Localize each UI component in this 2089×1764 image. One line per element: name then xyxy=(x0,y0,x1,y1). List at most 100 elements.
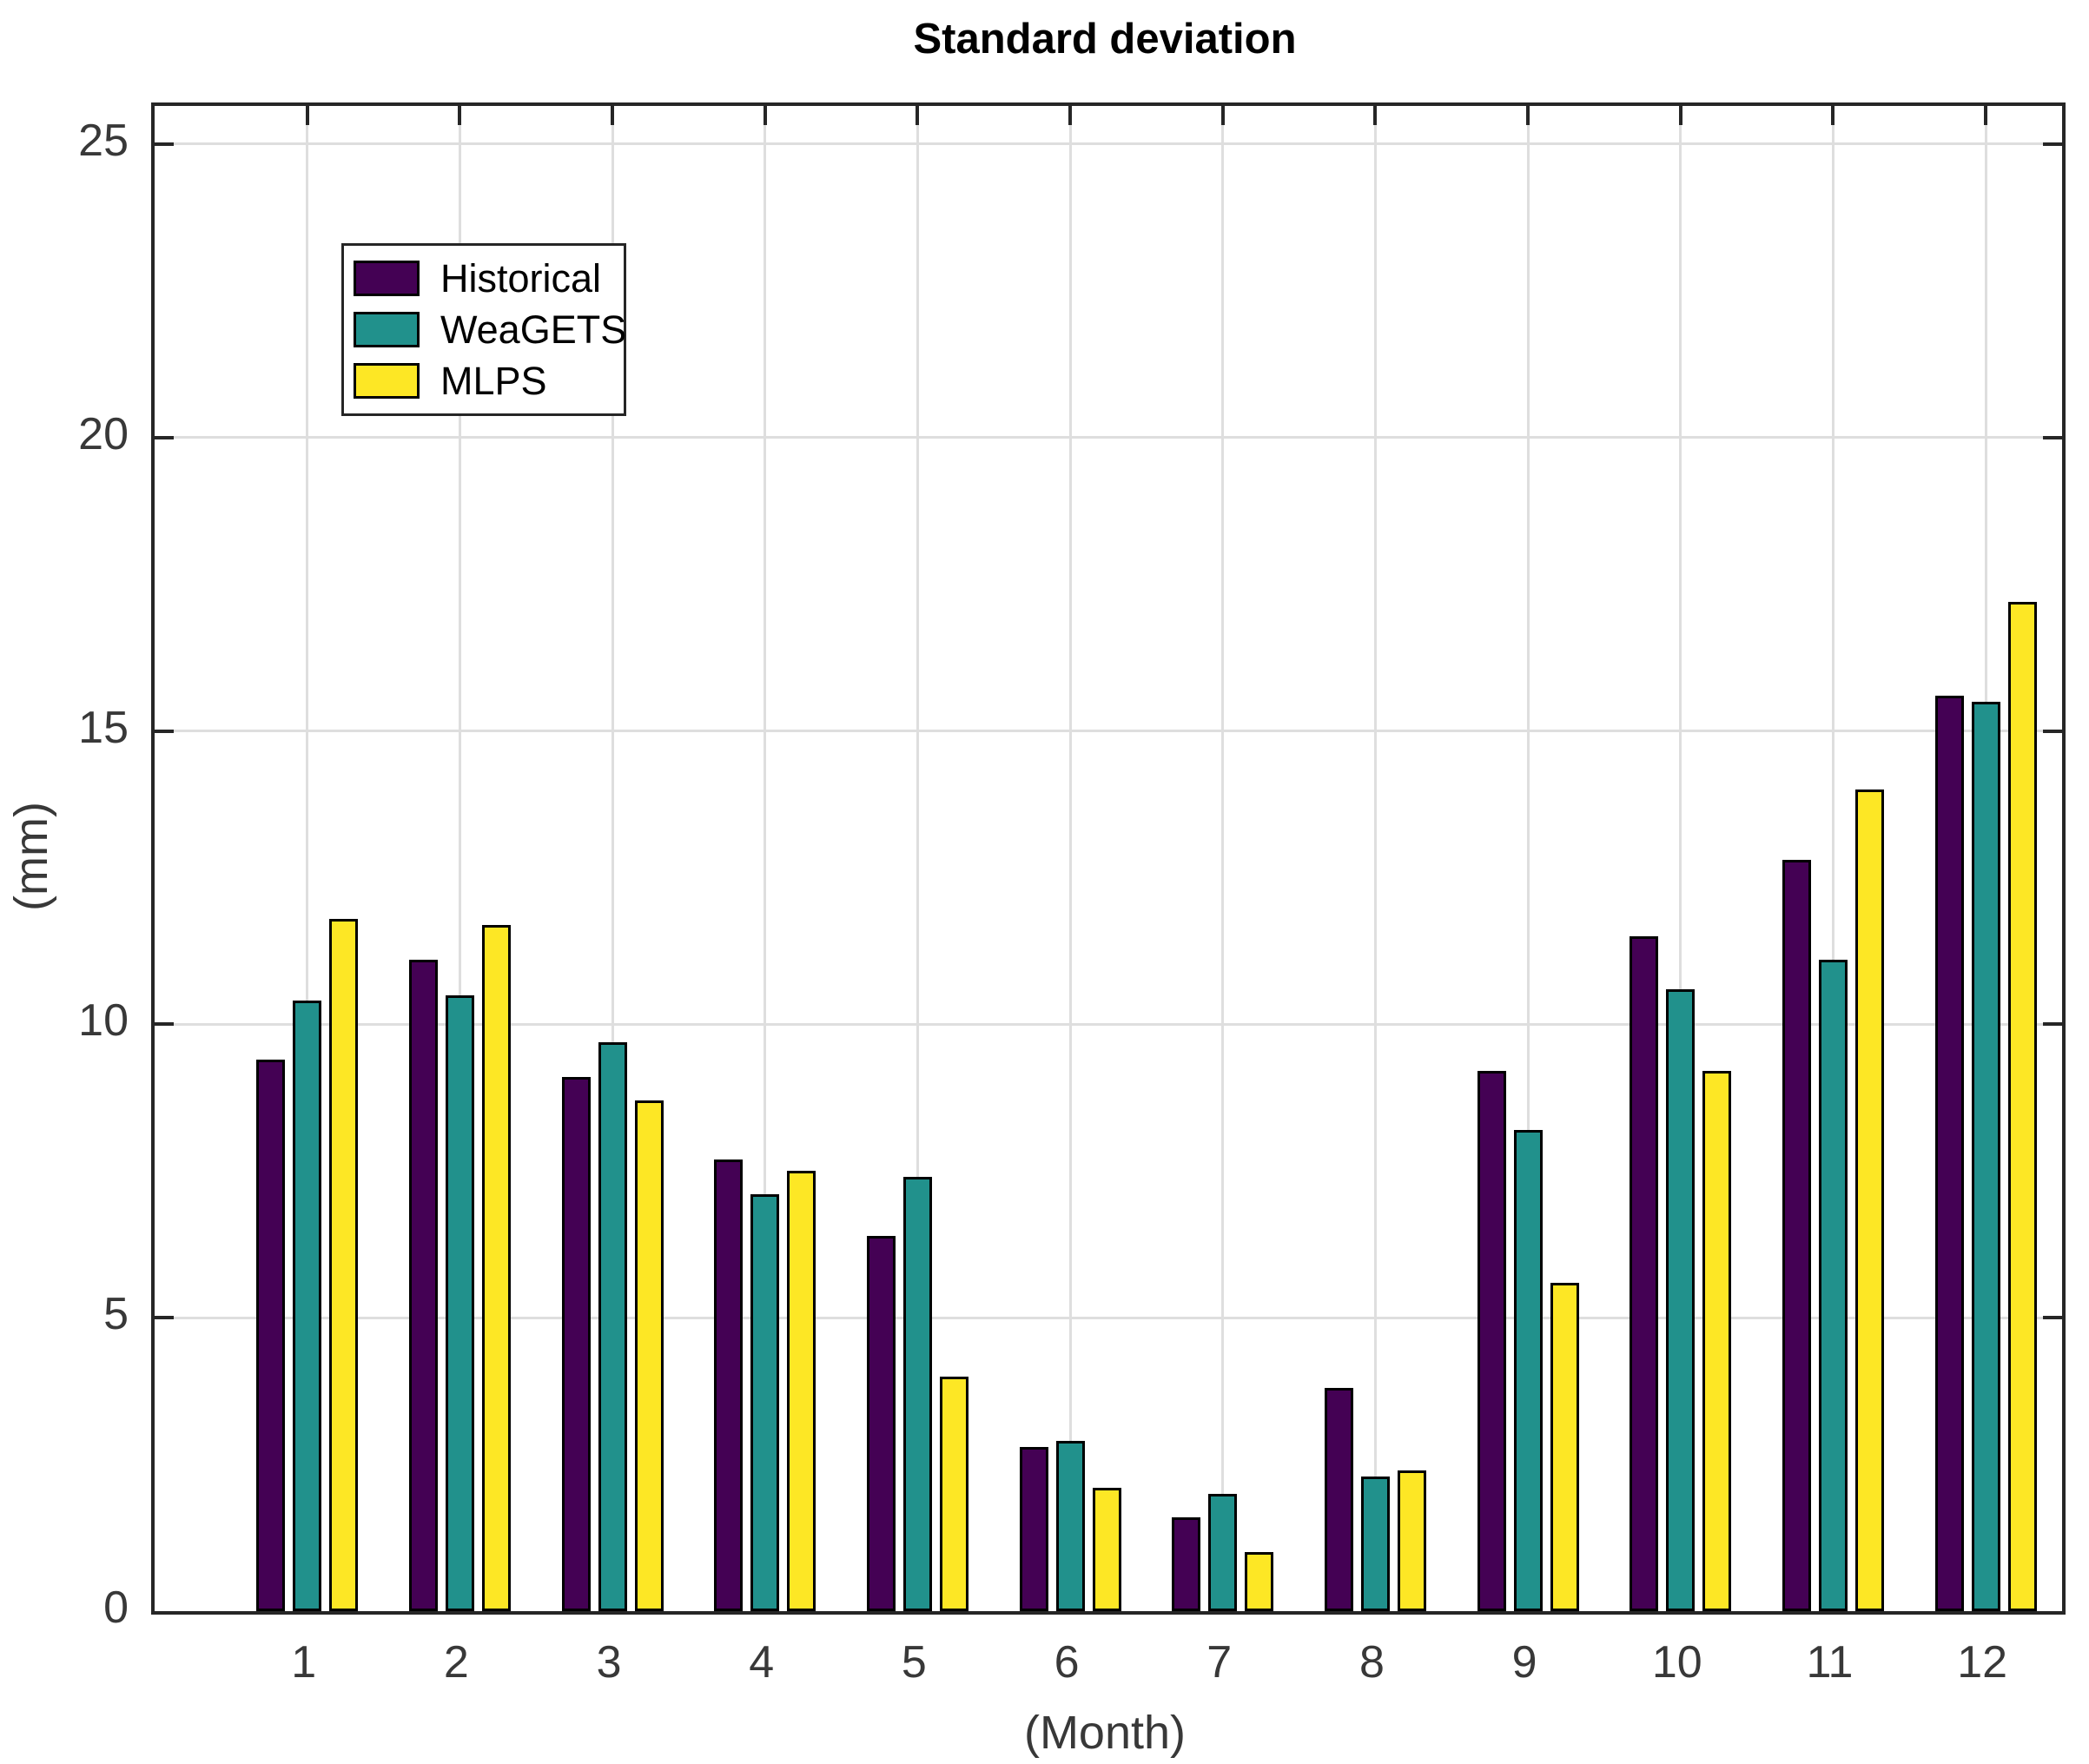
bar-historical-m10 xyxy=(1630,936,1659,1611)
vertical-gridline xyxy=(1221,106,1225,1611)
vertical-gridline xyxy=(611,106,614,1611)
bar-weagets-m3 xyxy=(598,1041,627,1611)
x-tick-label: 4 xyxy=(749,1637,775,1688)
x-tick-mark-top xyxy=(1068,106,1073,125)
bar-historical-m3 xyxy=(561,1077,591,1611)
bar-mlps-m1 xyxy=(329,918,359,1611)
bar-historical-m7 xyxy=(1172,1516,1201,1611)
bar-weagets-m5 xyxy=(902,1177,932,1611)
bar-historical-m2 xyxy=(408,960,438,1611)
plot-area: Historical WeaGETS MLPS xyxy=(151,102,2066,1615)
x-tick-label: 10 xyxy=(1651,1637,1702,1688)
bar-weagets-m1 xyxy=(293,1001,322,1611)
bar-weagets-m11 xyxy=(1818,960,1848,1611)
legend: Historical WeaGETS MLPS xyxy=(341,243,626,416)
legend-label-weagets: WeaGETS xyxy=(440,307,627,352)
x-tick-label: 2 xyxy=(443,1637,469,1688)
bar-weagets-m7 xyxy=(1208,1493,1238,1611)
bar-historical-m6 xyxy=(1019,1446,1048,1611)
bar-mlps-m12 xyxy=(2007,601,2037,1611)
bar-mlps-m6 xyxy=(1092,1488,1121,1611)
horizontal-gridline xyxy=(155,1316,2062,1319)
x-tick-label: 5 xyxy=(901,1637,927,1688)
y-tick-mark-left xyxy=(155,435,174,439)
x-tick-label: 12 xyxy=(1957,1637,2008,1688)
bar-historical-m4 xyxy=(714,1159,744,1611)
bar-weagets-m4 xyxy=(750,1194,780,1611)
y-tick-mark-left xyxy=(155,142,174,146)
bar-mlps-m7 xyxy=(1245,1552,1274,1611)
legend-swatch-historical xyxy=(354,261,420,296)
x-tick-mark-top xyxy=(1984,106,1988,125)
bar-mlps-m3 xyxy=(634,1100,664,1611)
y-tick-mark-left xyxy=(155,729,174,733)
x-tick-label: 7 xyxy=(1206,1637,1233,1688)
bar-weagets-m8 xyxy=(1360,1476,1390,1611)
legend-row-historical: Historical xyxy=(354,259,615,298)
vertical-gridline xyxy=(1526,106,1530,1611)
bar-mlps-m4 xyxy=(787,1171,816,1611)
bar-mlps-m11 xyxy=(1854,790,1884,1611)
x-tick-label: 1 xyxy=(291,1637,317,1688)
y-tick-mark-right xyxy=(2043,142,2062,146)
y-tick-mark-right xyxy=(2043,729,2062,733)
y-tick-label: 0 xyxy=(103,1582,129,1633)
x-tick-mark-top xyxy=(1678,106,1682,125)
bar-weagets-m9 xyxy=(1513,1129,1543,1611)
vertical-gridline xyxy=(1068,106,1072,1611)
x-tick-mark-top xyxy=(1220,106,1225,125)
y-tick-mark-left xyxy=(155,1316,174,1320)
x-tick-label: 11 xyxy=(1806,1637,1854,1688)
plot-canvas xyxy=(155,106,2062,1611)
vertical-gridline xyxy=(764,106,767,1611)
horizontal-gridline xyxy=(155,436,2062,439)
x-tick-label: 3 xyxy=(596,1637,622,1688)
vertical-gridline xyxy=(1373,106,1377,1611)
x-tick-mark-top xyxy=(916,106,920,125)
legend-row-weagets: WeaGETS xyxy=(354,310,626,349)
vertical-gridline xyxy=(916,106,919,1611)
x-tick-mark-top xyxy=(763,106,767,125)
bar-historical-m8 xyxy=(1324,1388,1353,1611)
y-tick-mark-right xyxy=(2043,1316,2062,1320)
bar-weagets-m2 xyxy=(445,994,474,1611)
bar-historical-m9 xyxy=(1477,1071,1506,1611)
legend-row-mlps: MLPS xyxy=(354,361,615,400)
vertical-gridline xyxy=(1831,106,1834,1611)
x-tick-label: 6 xyxy=(1054,1637,1080,1688)
bar-historical-m11 xyxy=(1782,860,1811,1611)
vertical-gridline xyxy=(458,106,461,1611)
x-tick-mark-top xyxy=(305,106,309,125)
legend-swatch-mlps xyxy=(354,363,420,399)
chart-title: Standard deviation xyxy=(913,16,1297,63)
legend-label-mlps: MLPS xyxy=(440,359,547,403)
bar-mlps-m5 xyxy=(939,1376,968,1611)
horizontal-gridline xyxy=(155,142,2062,146)
bar-weagets-m10 xyxy=(1666,988,1696,1611)
bar-mlps-m2 xyxy=(481,924,511,1611)
x-tick-label: 8 xyxy=(1359,1637,1385,1688)
x-tick-mark-top xyxy=(1831,106,1835,125)
x-axis-label: (Month) xyxy=(1023,1707,1187,1759)
x-tick-mark-top xyxy=(1526,106,1530,125)
bar-historical-m1 xyxy=(256,1059,286,1611)
bar-weagets-m6 xyxy=(1055,1441,1085,1611)
horizontal-gridline xyxy=(155,730,2062,733)
bar-weagets-m12 xyxy=(1971,701,2000,1611)
y-tick-label: 10 xyxy=(78,995,129,1047)
legend-swatch-weagets xyxy=(354,312,420,347)
y-tick-mark-right xyxy=(2043,1022,2062,1027)
vertical-gridline xyxy=(1679,106,1682,1611)
y-tick-label: 15 xyxy=(78,702,129,753)
x-tick-mark-top xyxy=(458,106,462,125)
x-tick-mark-top xyxy=(1373,106,1378,125)
y-tick-label: 5 xyxy=(103,1289,129,1340)
y-tick-mark-right xyxy=(2043,435,2062,439)
x-tick-mark-top xyxy=(611,106,615,125)
vertical-gridline xyxy=(306,106,309,1611)
legend-label-historical: Historical xyxy=(440,256,602,301)
horizontal-gridline xyxy=(155,1022,2062,1026)
bar-mlps-m10 xyxy=(1702,1071,1732,1611)
bar-mlps-m9 xyxy=(1550,1282,1579,1611)
bar-historical-m5 xyxy=(866,1235,896,1611)
